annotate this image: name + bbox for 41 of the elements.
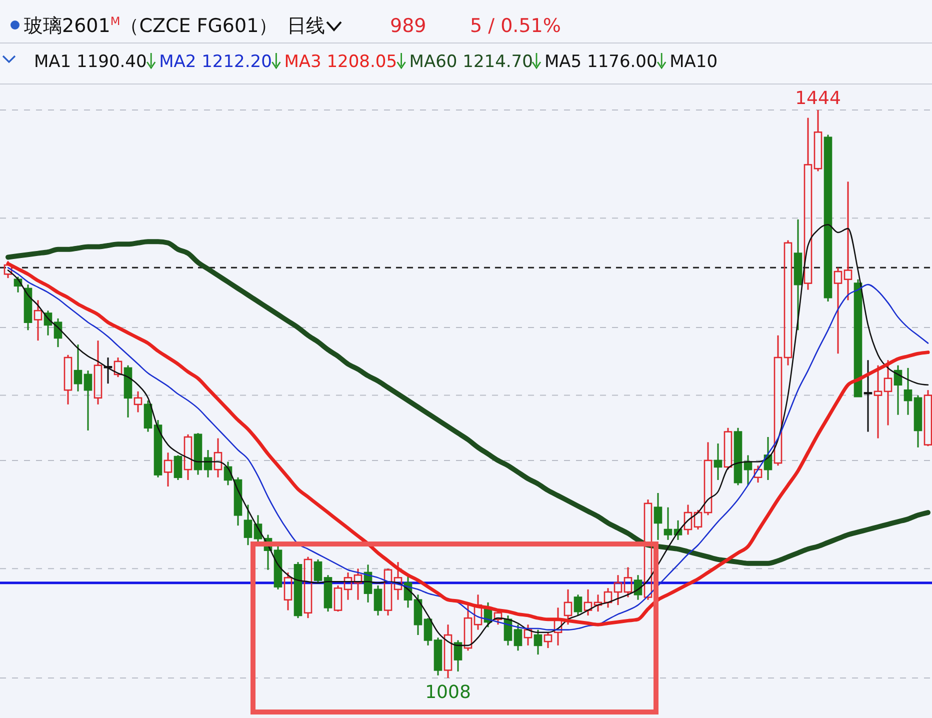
text: 5 / 0.51% [470, 15, 561, 37]
candlestick [534, 629, 542, 656]
text: MA3 1208.05 [284, 52, 398, 72]
candlestick [714, 442, 722, 481]
text: MA1 1190.40 [34, 52, 147, 72]
text: 989 [390, 15, 426, 37]
candlestick [454, 639, 462, 672]
candlestick [34, 299, 42, 342]
candlestick [664, 506, 672, 541]
candlestick [424, 617, 432, 646]
annotation: 1444 [795, 88, 841, 109]
candlestick [594, 594, 602, 612]
candlestick [844, 180, 852, 301]
candlestick [74, 344, 82, 392]
candlestick [884, 359, 892, 426]
candlestick [574, 594, 582, 616]
candlestick [864, 359, 872, 433]
candlestick [144, 400, 152, 433]
candlestick [514, 624, 522, 652]
text: MA60 1214.70 [409, 52, 533, 72]
candlestick [174, 454, 182, 481]
candlestick [94, 340, 102, 406]
candlestick [244, 504, 252, 546]
text: MA5 1176.00 [544, 52, 658, 72]
text: 日线 [287, 15, 325, 37]
candlestick [634, 574, 642, 601]
candlestick [394, 561, 402, 601]
candlestick [874, 364, 882, 440]
candlestick [654, 492, 662, 541]
annotation: 1008 [425, 682, 471, 703]
text: MA10 [670, 52, 718, 72]
candlestick [214, 438, 222, 478]
candlestick [374, 584, 382, 616]
text: MA2 1212.20 [159, 52, 272, 72]
candlestick [834, 266, 842, 354]
candlestick [804, 117, 812, 291]
candlestick [84, 370, 92, 432]
chart-title: 玻璃2601$^{M}$（CZCE FG601） [24, 14, 278, 37]
candlestick [164, 452, 172, 488]
candlestick [314, 558, 322, 584]
candlestick [904, 367, 912, 416]
